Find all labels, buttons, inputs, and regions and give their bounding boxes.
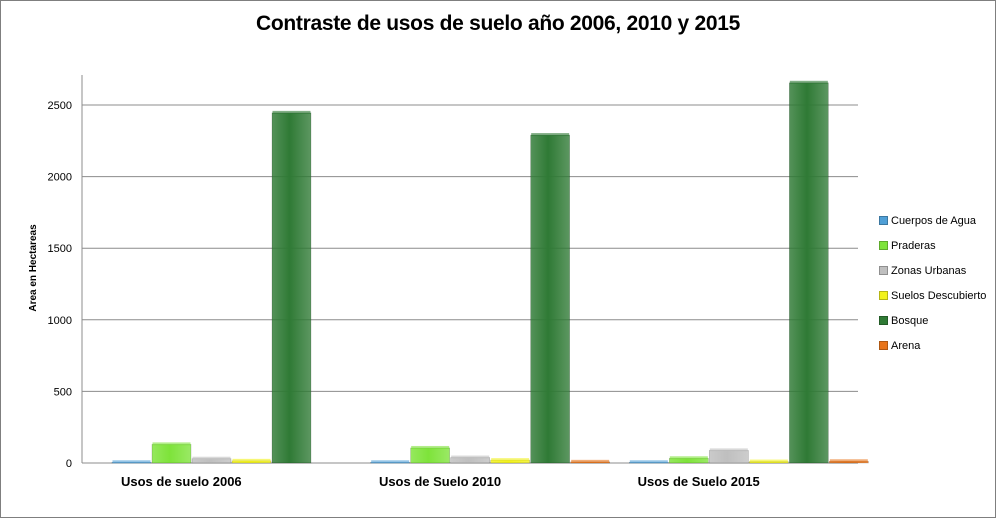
legend-swatch: [879, 266, 888, 275]
legend-swatch: [879, 241, 888, 250]
legend-item: Zonas Urbanas: [879, 258, 994, 283]
legend-label: Cuerpos de Agua: [891, 214, 977, 227]
legend-label: Suelos Descubierto: [891, 289, 987, 302]
legend-item: Praderas: [879, 233, 994, 258]
legend-item: Bosque: [879, 308, 994, 333]
bar-suelos-descubierto-2-top: [491, 458, 530, 462]
legend-item: Cuerpos de Agua: [879, 208, 994, 233]
legend-swatch: [879, 216, 888, 225]
bar-praderas-3-top: [669, 456, 708, 460]
x-category-label: Usos de Suelo 2010: [379, 474, 501, 489]
bar-zonas-urbanas-2-top: [451, 455, 490, 459]
bar-praderas-2-top: [411, 445, 450, 449]
x-category-label: Usos de Suelo 2015: [638, 474, 760, 489]
bar-zonas-urbanas-1-top: [192, 456, 231, 460]
legend-item: Suelos Descubierto: [879, 283, 994, 308]
legend-label: Arena: [891, 339, 921, 352]
y-tick-label: 2500: [48, 100, 72, 112]
bar-cuerpos-de-agua-2-top: [371, 460, 410, 464]
bar-bosque-3-top: [789, 80, 828, 84]
legend-label: Zonas Urbanas: [891, 264, 967, 277]
chart-legend: Cuerpos de Agua Praderas Zonas Urbanas Suel…: [879, 208, 994, 358]
legend-label: Praderas: [891, 239, 936, 252]
bar-arena-2-top: [571, 459, 610, 463]
y-tick-label: 2000: [48, 172, 72, 184]
bar-bosque-2-top: [531, 133, 570, 137]
bar-suelos-descubierto-3-top: [749, 459, 788, 463]
bar-bosque-1: [271, 112, 312, 464]
bar-bosque-3: [789, 82, 829, 464]
x-category-label: Usos de suelo 2006: [121, 474, 242, 489]
legend-label: Bosque: [891, 314, 929, 327]
legend-item: Arena: [879, 333, 994, 358]
legend-swatch: [879, 341, 888, 350]
legend-swatch: [879, 291, 888, 300]
bar-zonas-urbanas-3-top: [709, 448, 748, 452]
y-tick-label: 1500: [48, 243, 72, 255]
chart-title: Contraste de usos de suelo año 2006, 201…: [255, 12, 740, 35]
bar-bosque-1-top: [272, 110, 311, 114]
y-tick-label: 0: [66, 458, 72, 470]
bar-zonas-urbanas-3: [709, 450, 749, 464]
bar-praderas-1: [151, 444, 192, 464]
bar-praderas-2: [410, 447, 450, 464]
bar-bosque-2: [530, 134, 570, 464]
bar-cuerpos-de-agua-1-top: [112, 460, 151, 464]
bar-arena-3-top: [829, 459, 868, 463]
bar-cuerpos-de-agua-3-top: [629, 460, 668, 464]
bar-praderas-1-top: [152, 442, 191, 446]
y-tick-label: 1000: [48, 315, 72, 327]
legend-swatch: [879, 316, 888, 325]
y-tick-label: 500: [54, 386, 72, 398]
bar-suelos-descubierto-1-top: [232, 458, 271, 462]
